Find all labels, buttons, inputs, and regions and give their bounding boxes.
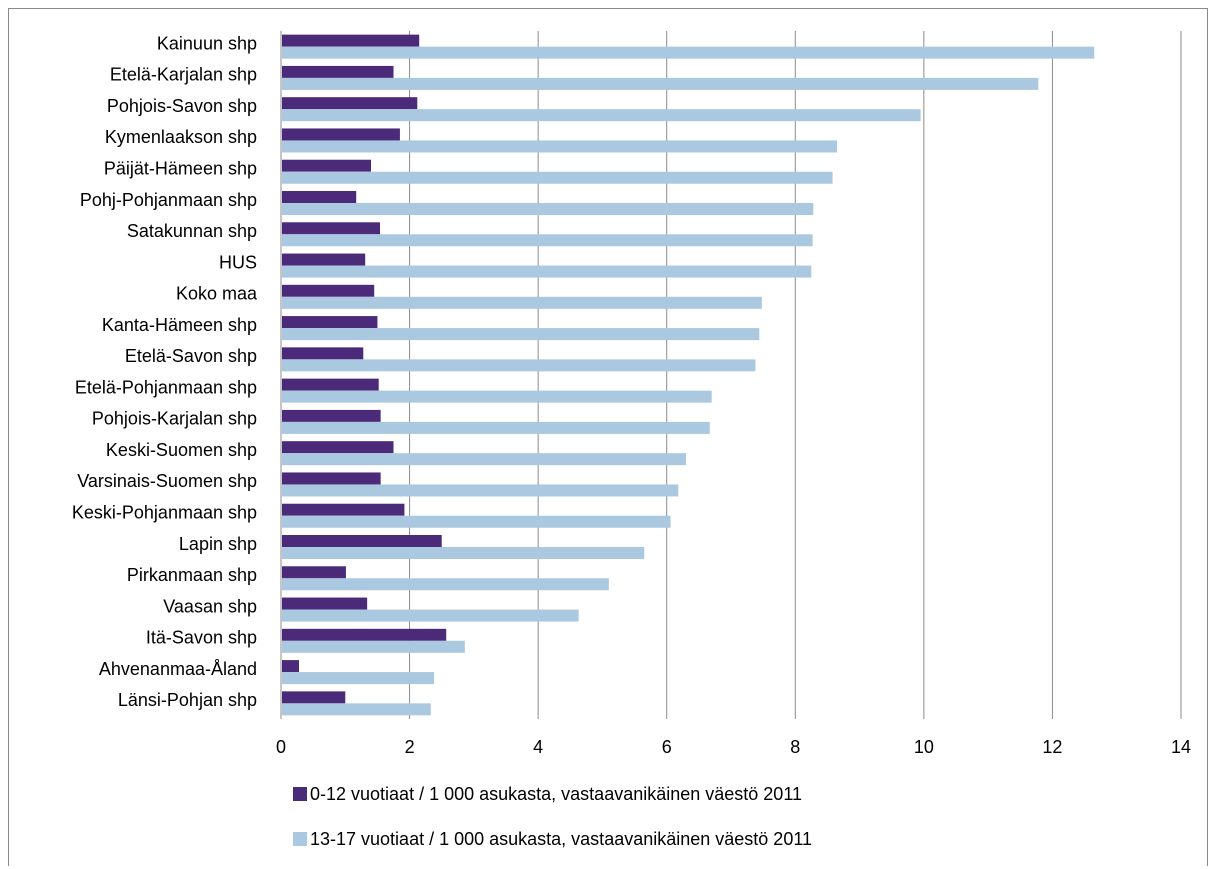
bar-0-12 xyxy=(282,316,378,329)
bar-13-17 xyxy=(282,234,813,247)
bar-0-12 xyxy=(282,409,381,422)
category-label: Ahvenanmaa-Åland xyxy=(99,659,257,679)
bar-13-17 xyxy=(282,140,838,153)
category-labels: Kainuun shp Etelä-Karjalan shp Pohjois-Sav… xyxy=(72,33,258,710)
bar-0-12 xyxy=(282,34,420,47)
bar-13-17 xyxy=(282,328,760,341)
bar-0-12 xyxy=(282,347,364,360)
category-label: Päijät-Hämeen shp xyxy=(104,158,257,178)
bar-13-17 xyxy=(282,609,579,622)
category-label: Pirkanmaan shp xyxy=(127,565,257,585)
tick-label: 8 xyxy=(790,737,800,757)
tick-label: 14 xyxy=(1171,737,1191,757)
bar-13-17 xyxy=(282,77,1039,90)
bar-13-17 xyxy=(282,453,686,466)
bar-0-12 xyxy=(282,441,394,454)
bar-13-17 xyxy=(282,672,434,685)
tick-label: 0 xyxy=(276,737,286,757)
category-label: Keski-Pohjanmaan shp xyxy=(72,502,257,522)
bar-13-17 xyxy=(282,421,710,434)
bar-0-12 xyxy=(282,65,394,78)
tick-labels: 0 2 4 6 8 10 12 14 xyxy=(276,737,1191,757)
bar-0-12 xyxy=(282,691,346,704)
bar-13-17 xyxy=(282,296,762,309)
tick-label: 12 xyxy=(1042,737,1062,757)
bar-0-12 xyxy=(282,253,366,266)
category-label: Pohj-Pohjanmaan shp xyxy=(80,190,257,210)
bar-13-17 xyxy=(282,703,431,716)
legend-swatch-13-17 xyxy=(293,832,307,846)
bar-13-17 xyxy=(282,46,1095,59)
bar-0-12 xyxy=(282,222,380,235)
category-label: HUS xyxy=(219,252,257,272)
bar-13-17 xyxy=(282,640,465,653)
bar-13-17 xyxy=(282,515,671,528)
bar-13-17 xyxy=(282,203,814,215)
tick-label: 2 xyxy=(405,737,415,757)
bar-0-12 xyxy=(282,535,442,547)
category-label: Kanta-Hämeen shp xyxy=(102,315,257,335)
bar-13-17 xyxy=(282,390,712,403)
bar-13-17 xyxy=(282,484,679,497)
category-label: Koko maa xyxy=(176,284,258,304)
bars xyxy=(282,34,1095,716)
tick-label: 10 xyxy=(914,737,934,757)
bar-0-12 xyxy=(282,97,418,110)
bar-13-17 xyxy=(282,265,812,278)
legend-swatch-0-12 xyxy=(293,787,307,801)
category-label: Pohjois-Karjalan shp xyxy=(92,409,257,429)
bar-0-12 xyxy=(282,284,375,297)
bar-0-12 xyxy=(282,628,447,641)
bar-13-17 xyxy=(282,547,645,559)
bar-0-12 xyxy=(282,159,371,172)
legend-label-13-17: 13-17 vuotiaat / 1 000 asukasta, vastaav… xyxy=(310,829,812,849)
legend-label-0-12: 0-12 vuotiaat / 1 000 asukasta, vastaava… xyxy=(310,784,802,804)
category-label: Etelä-Karjalan shp xyxy=(110,65,257,85)
tick-label: 4 xyxy=(533,737,543,757)
category-label: Itä-Savon shp xyxy=(146,628,257,648)
bar-0-12 xyxy=(282,128,400,141)
category-label: Satakunnan shp xyxy=(127,221,257,241)
tick-label: 6 xyxy=(662,737,672,757)
bar-13-17 xyxy=(282,578,609,591)
bar-0-12 xyxy=(282,378,379,391)
category-label: Etelä-Pohjanmaan shp xyxy=(75,377,257,397)
bar-0-12 xyxy=(282,660,299,673)
bar-0-12 xyxy=(282,597,368,610)
category-label: Lapin shp xyxy=(179,534,257,554)
category-label: Kainuun shp xyxy=(157,33,257,53)
category-label: Varsinais-Suomen shp xyxy=(77,471,257,491)
bar-chart: Kainuun shp Etelä-Karjalan shp Pohjois-Sav… xyxy=(72,31,1191,849)
bar-13-17 xyxy=(282,171,833,184)
chart-frame: Kainuun shp Etelä-Karjalan shp Pohjois-Sav… xyxy=(8,8,1208,866)
bar-0-12 xyxy=(282,191,357,203)
bar-13-17 xyxy=(282,109,921,122)
bar-0-12 xyxy=(282,503,405,516)
category-label: Vaasan shp xyxy=(163,596,257,616)
category-label: Pohjois-Savon shp xyxy=(107,96,257,116)
category-label: Etelä-Savon shp xyxy=(125,346,257,366)
category-label: Kymenlaakson shp xyxy=(105,127,257,147)
legend: 0-12 vuotiaat / 1 000 asukasta, vastaava… xyxy=(293,784,812,849)
bar-0-12 xyxy=(282,472,381,485)
bar-13-17 xyxy=(282,359,756,372)
category-label: Länsi-Pohjan shp xyxy=(118,690,257,710)
bar-0-12 xyxy=(282,566,346,579)
category-label: Keski-Suomen shp xyxy=(106,440,257,460)
